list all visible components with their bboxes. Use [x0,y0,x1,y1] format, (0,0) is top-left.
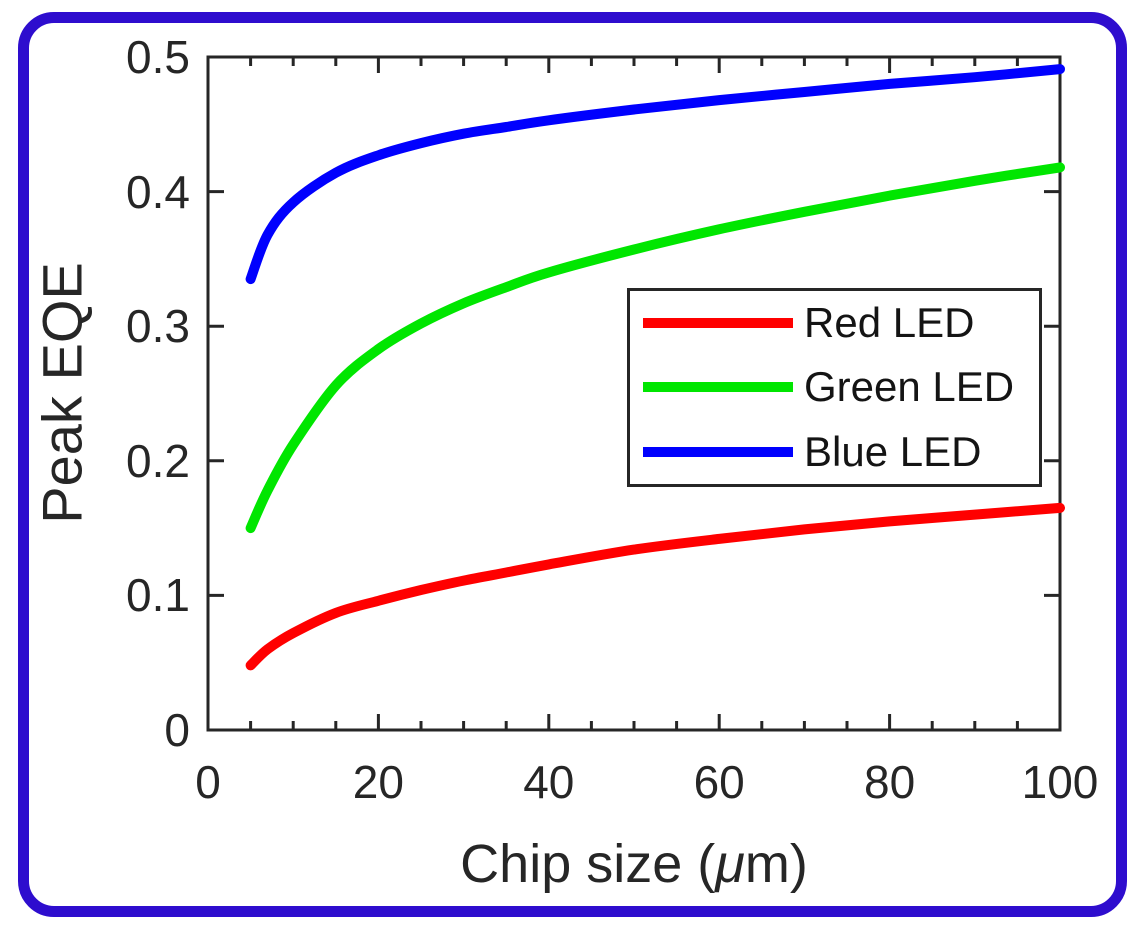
x-axis-label-unit: m) [744,834,808,894]
series-green-led-curve [245,162,1065,534]
legend-swatch-green-led [643,382,793,393]
legend-swatch-blue-led [643,446,793,457]
legend-item: Blue LED [630,427,1039,475]
series-blue-led-curve [245,64,1065,285]
y-axis-label: Peak EQE [30,262,94,524]
legend-label: Green LED [804,363,1015,411]
y-tick-label: 0.5 [126,31,190,83]
x-tick-label: 60 [693,756,745,808]
legend-label: Blue LED [804,427,982,475]
legend-item: Green LED [630,366,1039,408]
series-red-led-curve [245,502,1065,671]
mu-symbol: μ [715,834,745,894]
legend-label: Red LED [804,299,975,347]
x-tick-label: 100 [1021,756,1099,808]
y-tick-label: 0 [164,704,190,756]
legend: Red LED Green LED Blue LED [627,288,1042,487]
x-tick-label: 40 [523,756,575,808]
x-tick-label: 80 [864,756,916,808]
x-tick-label: 0 [195,756,221,808]
legend-swatch-red-led [643,318,793,329]
axis-ticks [206,55,1062,732]
x-tick-label: 20 [352,756,404,808]
x-axis-label: Chip size (μm) [460,833,808,895]
legend-item: Red LED [630,302,1039,344]
y-tick-label: 0.1 [126,569,190,622]
x-axis-label-text: Chip size ( [460,834,716,894]
y-tick-label: 0.3 [126,300,190,353]
y-tick-label: 0.4 [126,165,190,218]
y-tick-label: 0.2 [126,434,190,487]
